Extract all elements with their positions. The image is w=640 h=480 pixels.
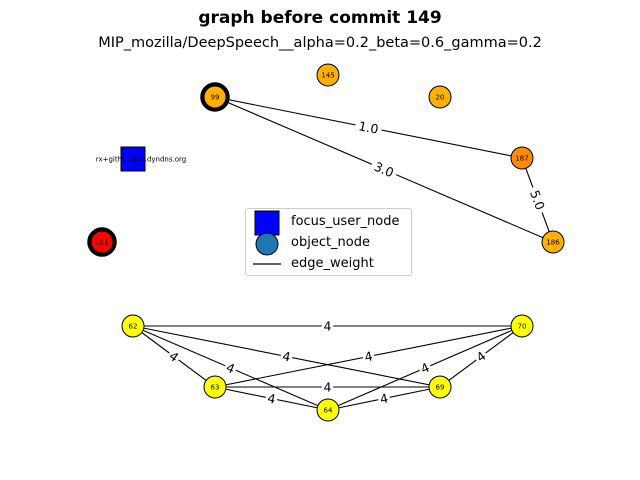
edge-weight-text: 3.0 [372,159,396,181]
node-label: 161 [95,239,108,247]
edge-weight-label: 3.0 [369,157,399,182]
focus-user-node: rx+github@rx.dyndns.org [96,146,186,172]
figure-subtitle: MIP_mozilla/DeepSpeech__alpha=0.2_beta=0… [98,35,542,51]
edge-weight-text: 4 [324,319,332,334]
edge-weight-label: 4 [472,347,490,366]
edge-labels-layer: 1.0 3.0 5.0 4 4 4 4 4 4 4 4 4 4 [165,118,549,407]
edge-weight-label: 4 [416,359,434,377]
legend-label-focus-user: focus_user_node [291,214,400,229]
legend-label-object-node: object_node [291,235,371,250]
edge-weight-label: 4 [222,359,239,377]
node-99: 99 [200,82,230,112]
edge-weight-label: 4 [264,390,279,407]
edge-weight-text: 4 [266,390,277,406]
edge-weight-label: 4 [321,380,334,395]
legend-item-object-node: object_node [246,232,411,256]
edge-weight-text: 5.0 [527,188,548,212]
edge-weight-text: 4 [379,390,390,406]
blue-square-icon [254,210,280,236]
node-63: 63 [203,375,227,399]
node-label: 63 [211,384,220,392]
focus-user-label: rx+github@rx.dyndns.org [96,156,186,164]
edge-weight-label: 4 [279,348,294,365]
node-label: 145 [321,72,334,80]
figure-title: graph before commit 149 [198,8,442,28]
edge-weight-text: 1.0 [357,118,379,137]
node-70: 70 [510,314,534,338]
edge-weight-label: 4 [361,348,376,365]
legend-item-focus-user: focus_user_node [246,210,411,236]
node-label: 64 [324,407,333,415]
edge-weight-text: 4 [363,348,374,364]
legend-item-edge-weight: edge_weight [246,254,411,274]
legend-label-edge-weight: edge_weight [291,256,374,271]
node-62: 62 [121,314,145,338]
edge-weight-label: 1.0 [354,118,383,137]
node-161: 161 [87,227,117,257]
node-64: 64 [316,398,340,422]
node-145: 145 [316,63,340,87]
edge-weight-label: 5.0 [526,185,549,215]
node-label: 99 [211,94,220,102]
node-label: 69 [436,384,445,392]
node-label: 186 [546,239,560,247]
node-187: 187 [510,146,534,170]
legend: focus_user_node object_node edge_weight [245,208,412,276]
node-69: 69 [428,375,452,399]
node-label: 187 [515,155,528,163]
nodes-layer: 145 20 99 187 186 161 62 70 63 69 64 rx+github@rx.d… [87,63,565,422]
edge-weight-label: 4 [321,319,334,334]
node-186: 186 [541,230,565,254]
edge-weight-text: 4 [281,348,292,364]
node-label: 70 [518,323,527,331]
node-20: 20 [428,85,452,109]
node-label: 20 [436,94,445,102]
node-label: 62 [129,323,138,331]
edge-weight-label: 4 [165,347,183,366]
black-line-icon [253,263,281,265]
edge-weight-label: 4 [376,390,392,407]
blue-circle-icon [255,232,279,256]
edge-weight-text: 4 [324,380,332,395]
